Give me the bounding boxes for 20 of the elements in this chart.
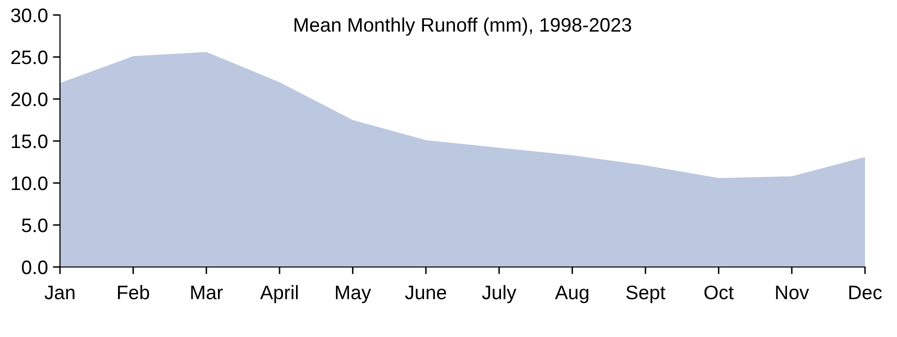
y-tick-label: 30.0	[11, 8, 48, 22]
x-tick-label: Aug	[555, 286, 588, 304]
x-tick-label: Nov	[776, 286, 810, 300]
x-tick-label: May	[336, 286, 372, 304]
chart-title: Mean Monthly Runoff (mm), 1998-2023	[294, 18, 632, 36]
y-tick-label: 5.0	[22, 218, 48, 232]
x-tick-label: Mar	[191, 286, 223, 300]
y-tick-label: 15.0	[12, 134, 48, 148]
x-tick-label: April	[260, 285, 298, 304]
y-tick-label: 25.0	[11, 50, 48, 64]
x-tick-label: Feb	[118, 285, 150, 300]
x-tick-label: Dec	[849, 286, 882, 300]
y-tick-label: 10.0	[12, 176, 48, 190]
x-tick-label: Sept	[626, 286, 666, 304]
x-tick-label: June	[405, 286, 446, 300]
y-tick-label: 0.0	[22, 260, 48, 274]
x-tick-label: Jan	[44, 286, 74, 300]
x-tick-label: Oct	[704, 286, 734, 300]
x-tick-label: July	[482, 285, 516, 304]
y-tick-label: 20.0	[11, 92, 48, 106]
